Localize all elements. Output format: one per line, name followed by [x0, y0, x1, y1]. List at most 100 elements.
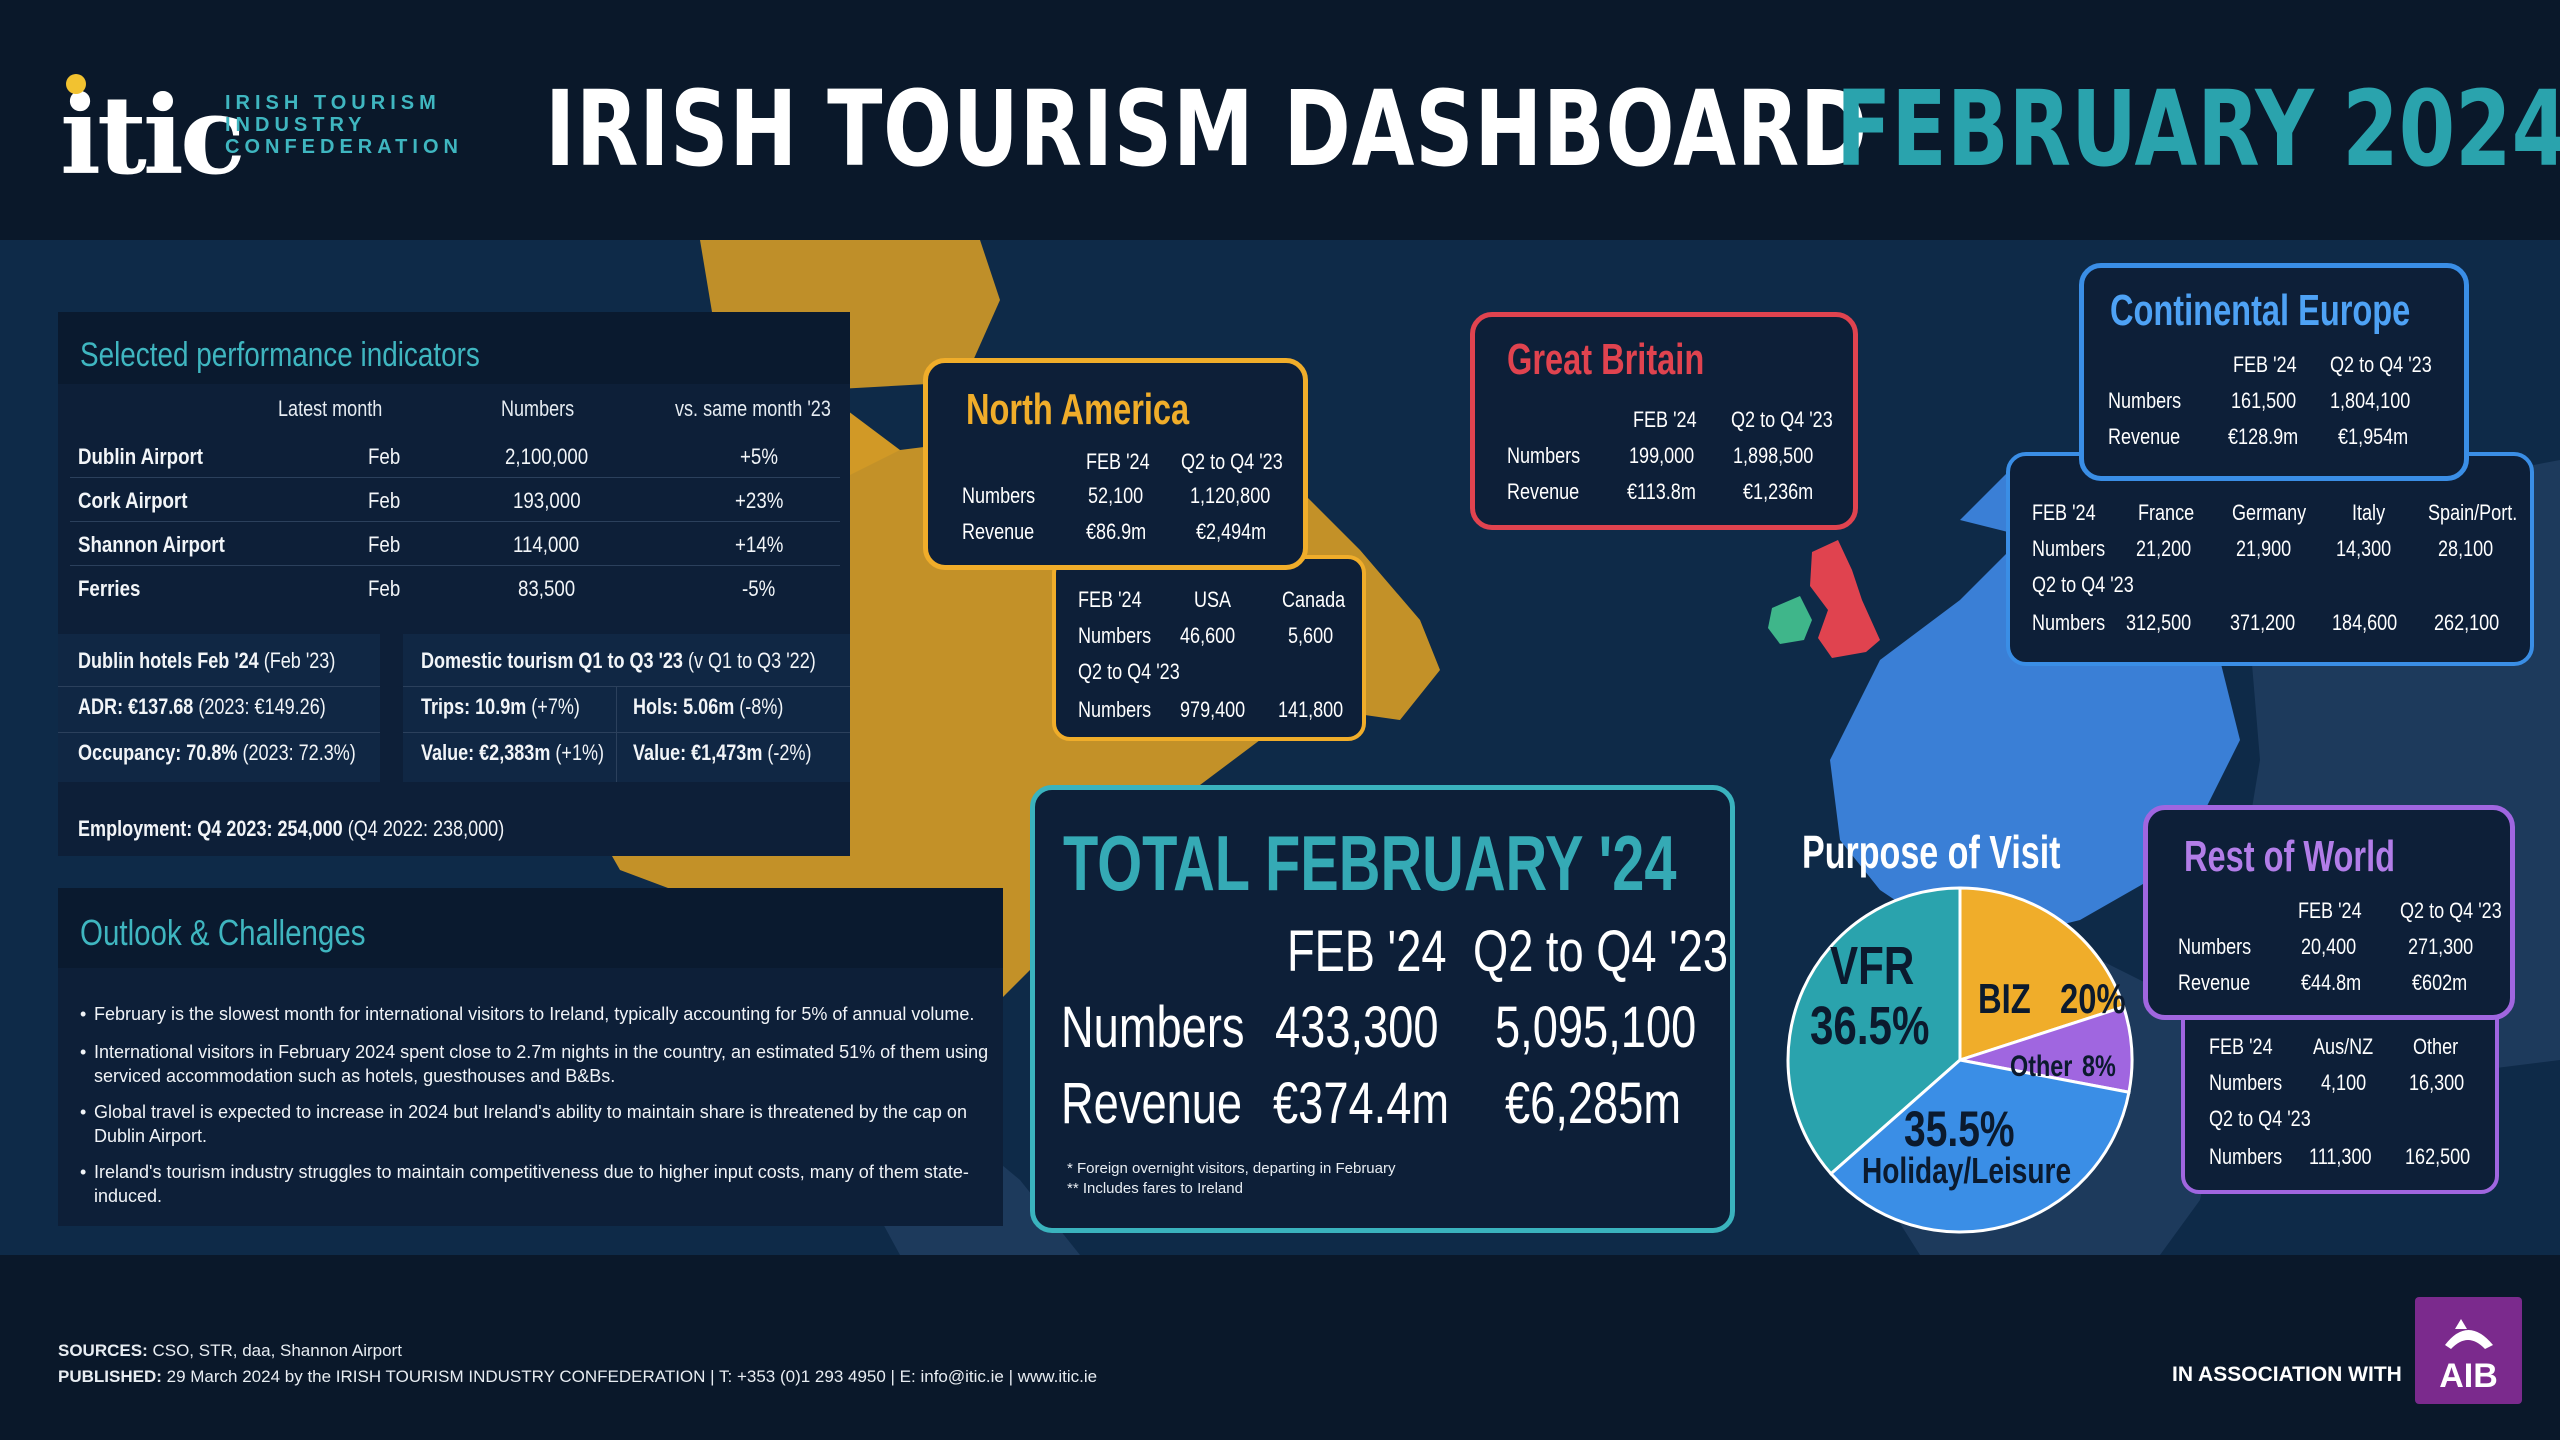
na-numbers-q: 1,120,800 [1190, 483, 1271, 508]
total-numbers-label: Numbers [1061, 995, 1245, 1060]
total-revenue-label: Revenue [1061, 1071, 1243, 1136]
north-america-card: North America FEB '24 Q2 to Q4 '23 Numbe… [923, 358, 1308, 570]
row-change: -5% [742, 576, 776, 601]
sources-line: SOURCES: CSO, STR, daa, Shannon Airport [58, 1341, 402, 1360]
published-line: PUBLISHED: 29 March 2024 by the IRISH TO… [58, 1367, 1098, 1386]
ce-col-feb: FEB '24 [2233, 352, 2297, 377]
outlook-title: Outlook & Challenges [80, 912, 366, 953]
rw-sub-q-numbers-label: Numbers [2209, 1144, 2283, 1169]
na-sub-canada-numbers: 5,600 [1288, 623, 1334, 648]
indicators-title: Selected performance indicators [80, 336, 480, 374]
outlook-bullet: International visitors in February 2024 … [80, 1040, 1000, 1088]
total-note-1: * Foreign overnight visitors, departing … [1067, 1160, 1396, 1177]
total-revenue-feb: €374.4m [1273, 1071, 1450, 1136]
occupancy: Occupancy: 70.8% (2023: 72.3%) [78, 740, 356, 765]
row-change: +23% [735, 488, 784, 513]
pie-slice-holiday-leisure [1828, 1058, 2131, 1234]
rw-revenue-label: Revenue [2178, 970, 2251, 995]
rest-of-world-card: Rest of World FEB '24 Q2 to Q4 '23 Numbe… [2143, 805, 2515, 1020]
total-col-q: Q2 to Q4 '23 [1473, 919, 1729, 984]
rw-numbers-q: 271,300 [2408, 934, 2474, 959]
na-sub-numbers-label: Numbers [1078, 623, 1152, 648]
indicator-row: Cork Airport Feb 193,000 +23% [70, 478, 840, 522]
continental-europe-card: Continental Europe FEB '24 Q2 to Q4 '23 … [2079, 263, 2469, 481]
rw-sub-ausnz: Aus/NZ [2313, 1034, 2374, 1059]
na-col-feb: FEB '24 [1086, 449, 1150, 474]
ce-numbers-q: 1,804,100 [2330, 388, 2411, 413]
row-month: Feb [368, 576, 401, 601]
rw-col-feb: FEB '24 [2298, 898, 2362, 923]
employment-box: Employment: Q4 2023: 254,000 (Q4 2022: 2… [58, 800, 850, 856]
rw-numbers-feb: 20,400 [2301, 934, 2357, 959]
ce-sub-italy-q: 184,600 [2332, 610, 2398, 635]
ce-sub-france-numbers: 21,200 [2136, 536, 2192, 561]
ce-sub-q-label: Q2 to Q4 '23 [2032, 572, 2134, 597]
header-bar: itic IRISH TOURISM INDUSTRY CONFEDERATIO… [0, 0, 2560, 240]
aib-ark-icon [2445, 1319, 2493, 1349]
divider [403, 686, 850, 687]
pie-label-holiday: Holiday/Leisure [1862, 1150, 2072, 1191]
north-america-title: North America [966, 385, 1190, 434]
na-revenue-feb: €86.9m [1086, 519, 1147, 544]
continental-europe-breakdown-card: FEB '24 France Germany Italy Spain/Port.… [2006, 452, 2534, 666]
pie-label-vfr: VFR [1830, 936, 1915, 996]
itic-logo[interactable]: itic IRISH TOURISM INDUSTRY CONFEDERATIO… [60, 74, 458, 190]
indicators-header: Selected performance indicators [58, 312, 850, 384]
ce-revenue-label: Revenue [2108, 424, 2181, 449]
sources-text: SOURCES: CSO, STR, daa, Shannon Airport … [58, 1338, 1097, 1390]
na-sub-usa-numbers: 46,600 [1180, 623, 1236, 648]
aib-logo[interactable]: AIB [2415, 1297, 2522, 1404]
col-vs-same-month: vs. same month '23 [675, 396, 831, 421]
total-title: TOTAL FEBRUARY '24 [1063, 819, 1677, 907]
north-america-breakdown-card: FEB '24 USA Canada Numbers 46,600 5,600 … [1052, 555, 1366, 741]
ce-revenue-q: €1,954m [2338, 424, 2409, 449]
rest-of-world-breakdown-card: FEB '24 Aus/NZ Other Numbers 4,100 16,30… [2181, 1002, 2499, 1194]
total-note-2: ** Includes fares to Ireland [1067, 1180, 1243, 1197]
pie-label-other: Other [2010, 1050, 2073, 1083]
row-numbers: 114,000 [513, 532, 580, 557]
total-revenue-q: €6,285m [1505, 1071, 1682, 1136]
ce-sub-italy-numbers: 14,300 [2336, 536, 2392, 561]
pie-slice-vfr [1786, 886, 1962, 1176]
pie-label-vfr-pct: 36.5% [1810, 996, 1930, 1056]
rw-sub-q-label: Q2 to Q4 '23 [2209, 1106, 2311, 1131]
pie-slice-biz [1958, 886, 2126, 1063]
rw-sub-feb: FEB '24 [2209, 1034, 2273, 1059]
row-numbers: 2,100,000 [505, 444, 589, 469]
gb-revenue-label: Revenue [1507, 479, 1580, 504]
gb-numbers-label: Numbers [1507, 443, 1581, 468]
ce-sub-spain-numbers: 28,100 [2438, 536, 2494, 561]
rw-col-q: Q2 to Q4 '23 [2400, 898, 2502, 923]
gb-numbers-q: 1,898,500 [1733, 443, 1814, 468]
na-sub-q-label: Q2 to Q4 '23 [1078, 659, 1180, 684]
rw-sub-other-numbers: 16,300 [2409, 1070, 2465, 1095]
gb-col-q: Q2 to Q4 '23 [1731, 407, 1833, 432]
domestic-hols-value: Value: €1,473m (-2%) [633, 740, 812, 765]
dashboard-title: IRISH TOURISM DASHBOARD [545, 68, 1869, 190]
na-sub-q-numbers-label: Numbers [1078, 697, 1152, 722]
na-sub-usa: USA [1194, 587, 1232, 612]
gb-col-feb: FEB '24 [1633, 407, 1697, 432]
ce-sub-q-numbers-label: Numbers [2032, 610, 2106, 635]
continental-europe-title: Continental Europe [2110, 286, 2411, 335]
na-numbers-feb: 52,100 [1088, 483, 1144, 508]
row-change: +14% [735, 532, 784, 557]
rw-sub-other-q: 162,500 [2405, 1144, 2471, 1169]
ce-col-q: Q2 to Q4 '23 [2330, 352, 2432, 377]
ce-sub-france: France [2138, 500, 2195, 525]
ce-sub-spain-q: 262,100 [2434, 610, 2500, 635]
purpose-of-visit-pie [1786, 886, 2134, 1234]
adr: ADR: €137.68 (2023: €149.26) [78, 694, 326, 719]
purpose-of-visit-title: Purpose of Visit [1802, 826, 2061, 878]
rw-revenue-feb: €44.8m [2301, 970, 2362, 995]
ce-sub-germany-numbers: 21,900 [2236, 536, 2292, 561]
indicator-row: Ferries Feb 83,500 -5% [70, 566, 840, 610]
divider [58, 732, 380, 733]
pie-label-other-pct: 8% [2082, 1050, 2116, 1083]
rw-sub-ausnz-numbers: 4,100 [2321, 1070, 2367, 1095]
total-col-feb: FEB '24 [1287, 919, 1447, 984]
hotels-header: Dublin hotels Feb '24 (Feb '23) [78, 648, 336, 673]
great-britain-card: Great Britain FEB '24 Q2 to Q4 '23 Numbe… [1470, 312, 1858, 530]
divider [616, 686, 617, 782]
domestic-hols: Hols: 5.06m (-8%) [633, 694, 784, 719]
